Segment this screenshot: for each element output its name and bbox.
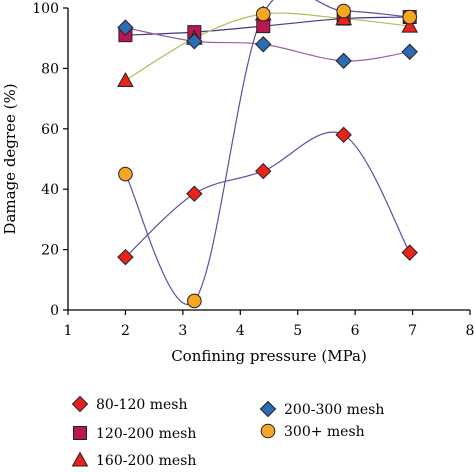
data-point-3-2 [255, 36, 272, 53]
data-point-2-0 [117, 71, 134, 87]
legend-marker-4 [260, 423, 276, 439]
legend-label-1: 120-200 mesh [96, 426, 196, 442]
data-point-3-4 [401, 43, 418, 60]
data-point-0-0 [117, 248, 134, 266]
x-tick-label: 7 [408, 323, 417, 339]
y-axis-title: Damage degree (%) [1, 83, 19, 234]
x-tick-label: 6 [351, 323, 360, 339]
series-line-0 [125, 131, 411, 258]
legend: 80-120 mesh 120-200 mesh 160-200 mesh 200-3… [71, 395, 384, 469]
y-tick-label: 80 [41, 61, 59, 77]
x-tick-label: 3 [178, 323, 187, 339]
x-ticks: 1 2 3 4 5 6 7 8 [64, 310, 474, 339]
y-tick-label: 100 [32, 1, 59, 17]
legend-marker-0 [71, 395, 89, 413]
data-point-0-3 [335, 126, 352, 144]
y-tick-label: 40 [41, 182, 59, 198]
x-tick-label: 4 [236, 323, 245, 339]
data-point-4-0 [118, 166, 133, 182]
series-markers [117, 3, 419, 309]
y-tick-label: 20 [41, 243, 59, 259]
data-point-4-3 [336, 3, 351, 19]
y-tick-label: 0 [50, 303, 59, 319]
data-point-3-0 [117, 19, 134, 36]
axes [67, 8, 470, 311]
data-point-3-3 [335, 52, 352, 70]
legend-label-4: 300+ mesh [284, 424, 365, 440]
data-point-2-4 [401, 17, 419, 33]
x-tick-label: 2 [121, 323, 130, 339]
data-point-0-2 [255, 162, 272, 180]
y-ticks: 0 20 40 60 80 100 [32, 1, 68, 319]
x-axis-title: Confining pressure (MPa) [171, 347, 367, 365]
legend-marker-1 [73, 426, 87, 440]
legend-marker-2 [71, 451, 89, 467]
x-tick-label: 1 [64, 323, 73, 339]
y-tick-label: 60 [41, 122, 59, 138]
x-tick-label: 5 [293, 323, 302, 339]
legend-label-2: 160-200 mesh [96, 453, 196, 469]
data-point-0-1 [186, 185, 203, 202]
data-point-4-4 [402, 9, 418, 25]
data-point-1-2 [256, 19, 271, 34]
x-tick-label: 8 [466, 323, 474, 339]
legend-label-3: 200-300 mesh [284, 402, 384, 418]
legend-marker-3 [259, 400, 277, 418]
data-point-0-4 [401, 244, 418, 261]
data-point-4-1 [187, 293, 202, 309]
legend-label-0: 80-120 mesh [96, 397, 187, 413]
data-point-3-1 [186, 33, 203, 50]
data-point-4-2 [255, 6, 271, 22]
